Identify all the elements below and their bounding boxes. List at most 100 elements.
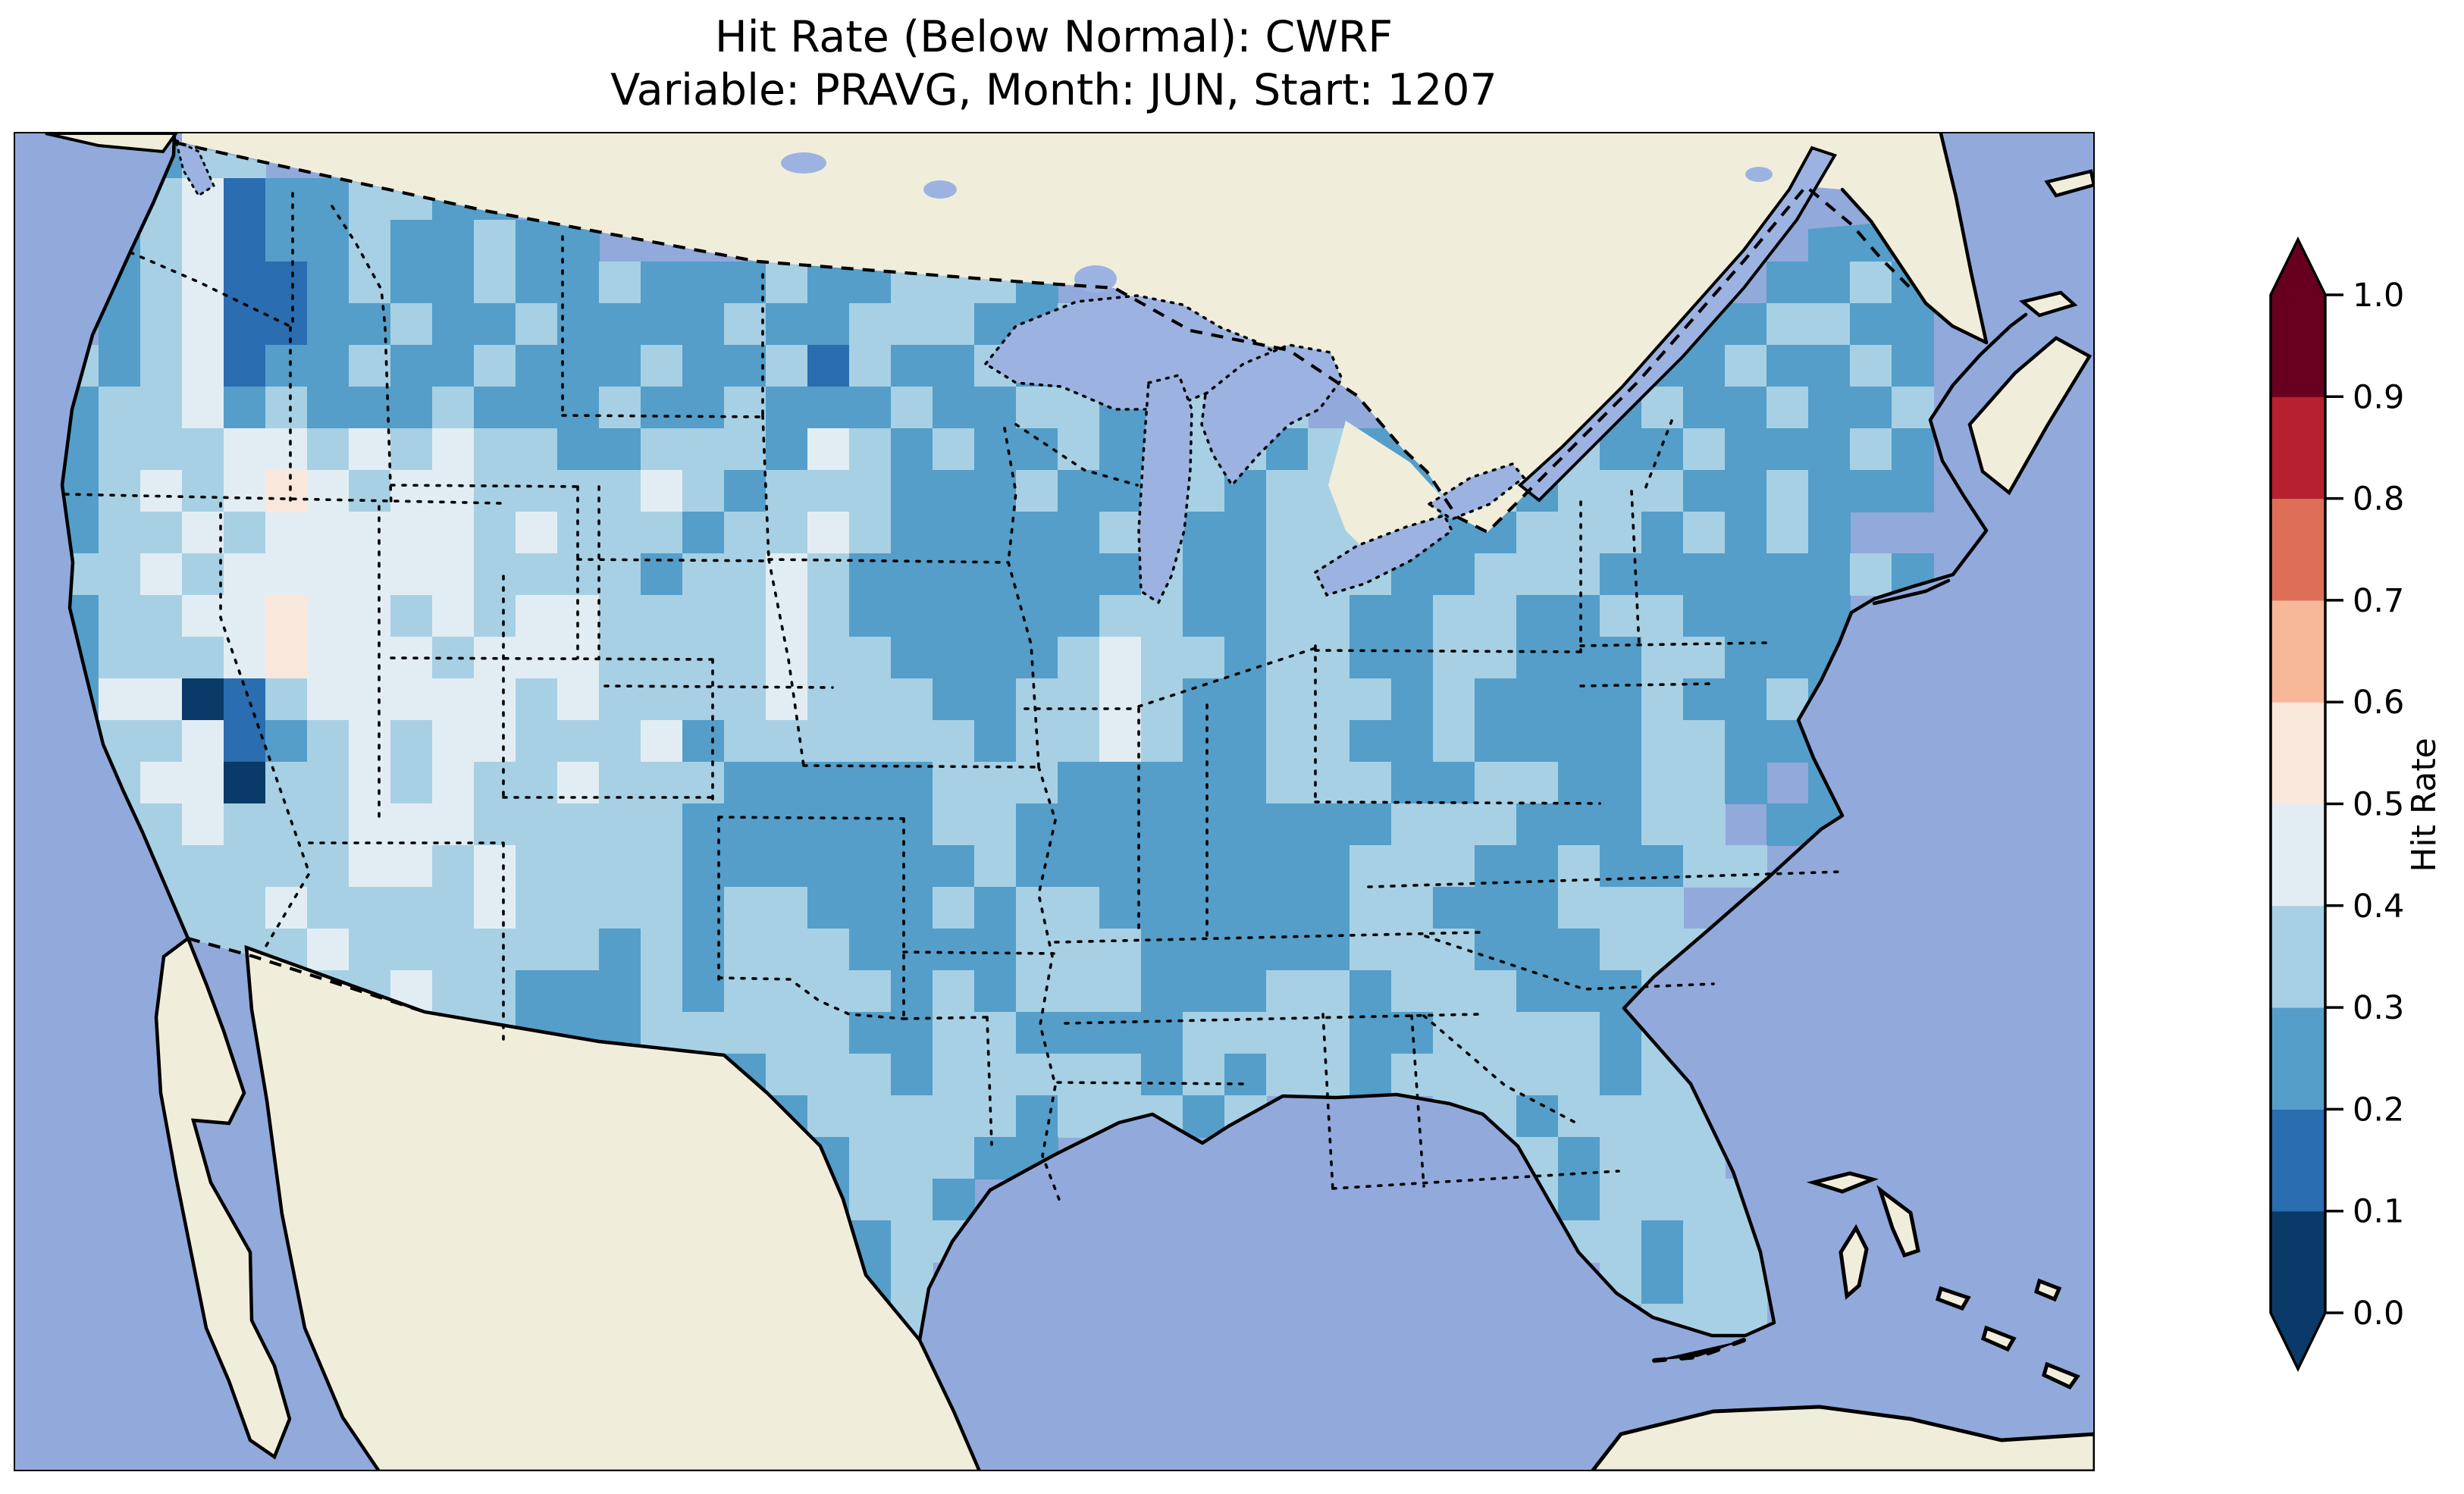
grid-cell xyxy=(1808,553,1851,596)
grid-cell xyxy=(891,303,933,346)
grid-cell xyxy=(474,803,516,846)
grid-cell xyxy=(307,845,350,888)
grid-cell xyxy=(1308,887,1350,929)
grid-cell xyxy=(1641,720,1684,763)
grid-cell xyxy=(182,803,224,846)
grid-cell xyxy=(807,470,850,512)
grid-cell xyxy=(516,595,558,637)
grid-cell xyxy=(390,470,433,512)
grid-cell xyxy=(1224,762,1267,804)
grid-cell xyxy=(891,762,933,804)
grid-cell xyxy=(766,595,808,637)
grid-cell xyxy=(1600,1179,1642,1221)
grid-cell xyxy=(1725,720,1767,763)
grid-cell xyxy=(1266,470,1309,512)
grid-cell xyxy=(1391,720,1434,763)
grid-cell xyxy=(474,845,516,888)
grid-cell xyxy=(1350,803,1392,846)
grid-cell xyxy=(99,345,141,387)
caribbean-islands xyxy=(1589,1171,2095,1471)
grid-cell xyxy=(766,970,808,1013)
grid-cell xyxy=(1141,637,1183,679)
grid-cell xyxy=(516,220,558,262)
grid-cell xyxy=(1641,553,1684,596)
grid-cell xyxy=(557,262,600,304)
grid-cell xyxy=(474,345,516,387)
grid-cell xyxy=(891,1179,933,1221)
grid-cell xyxy=(1058,845,1100,888)
grid-cell xyxy=(1558,1012,1600,1054)
grid-cell xyxy=(474,387,516,429)
grid-cell xyxy=(224,803,266,846)
grid-cell xyxy=(1183,929,1225,971)
grid-cell xyxy=(265,262,308,304)
grid-cell xyxy=(849,428,892,471)
grid-cell xyxy=(349,345,391,387)
grid-cell xyxy=(182,637,224,679)
grid-cell xyxy=(807,512,850,554)
grid-cell xyxy=(1099,428,1142,471)
grid-cell xyxy=(474,262,516,304)
grid-cell xyxy=(1850,345,1892,387)
grid-cell xyxy=(1558,970,1600,1013)
grid-cell xyxy=(432,470,475,512)
grid-cell xyxy=(891,470,933,512)
grid-cell xyxy=(182,262,224,304)
grid-cell xyxy=(1641,762,1684,804)
grid-cell xyxy=(1350,887,1392,929)
grid-cell xyxy=(1433,887,1475,929)
grid-cell xyxy=(891,595,933,637)
grid-cell xyxy=(474,970,516,1013)
colorbar-segment xyxy=(2271,905,2325,1008)
grid-cell xyxy=(974,1054,1017,1096)
grid-cell xyxy=(1141,845,1183,888)
grid-cell xyxy=(1141,887,1183,929)
grid-cell xyxy=(516,470,558,512)
grid-cell xyxy=(1266,512,1309,554)
grid-cell xyxy=(1224,595,1267,637)
grid-cell xyxy=(1725,387,1767,429)
grid-cell xyxy=(1433,678,1475,721)
grid-cell xyxy=(1350,595,1392,637)
grid-cell xyxy=(265,220,308,262)
grid-cell xyxy=(1766,470,1809,512)
grid-cell xyxy=(307,512,350,554)
state-borders xyxy=(64,192,1844,1203)
grid-cell xyxy=(1808,512,1851,554)
cuba xyxy=(1589,1405,2095,1471)
bahamas-cay-2 xyxy=(1980,1325,2017,1352)
grid-cell xyxy=(599,929,641,971)
grid-cell xyxy=(974,887,1017,929)
grid-cell xyxy=(557,470,600,512)
grid-cell xyxy=(349,678,391,721)
grid-cell xyxy=(1600,720,1642,763)
grid-cell xyxy=(1058,1012,1100,1054)
grid-cell xyxy=(474,303,516,346)
grid-cell xyxy=(557,387,600,429)
grid-cell xyxy=(724,303,766,346)
grid-cell xyxy=(1391,803,1434,846)
grid-cell xyxy=(1892,303,1934,346)
grid-cell xyxy=(766,720,808,763)
grid-cell xyxy=(557,720,600,763)
andros-island xyxy=(1839,1223,1869,1300)
grid-cell xyxy=(682,387,725,429)
grid-cell xyxy=(1016,387,1058,429)
colorbar-over-arrow xyxy=(2271,240,2325,295)
grid-cell xyxy=(349,470,391,512)
grid-cell xyxy=(349,428,391,471)
grid-cell xyxy=(349,220,391,262)
grid-cell xyxy=(1224,845,1267,888)
grid-cell xyxy=(1433,1054,1475,1096)
florida-keys xyxy=(1651,1338,1746,1363)
grid-cell xyxy=(1516,970,1559,1013)
grid-cell xyxy=(474,512,516,554)
grid-cell xyxy=(432,303,475,346)
grid-cell xyxy=(974,720,1017,763)
grid-cell xyxy=(1183,845,1225,888)
grid-cell xyxy=(599,470,641,512)
grid-cell xyxy=(1099,1054,1142,1096)
grid-cell xyxy=(1725,428,1767,471)
grid-cell xyxy=(349,512,391,554)
grid-cell xyxy=(1850,470,1892,512)
